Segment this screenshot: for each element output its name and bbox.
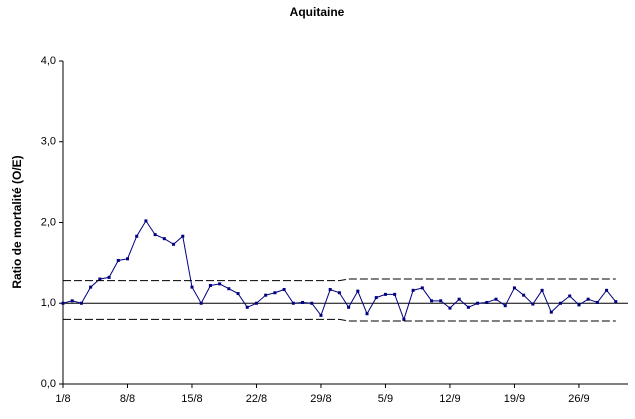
data-point [411, 288, 415, 292]
data-point [89, 285, 93, 289]
x-tick-label: 1/8 [55, 393, 70, 405]
data-point [347, 305, 351, 309]
data-point [476, 301, 480, 305]
x-tick-label: 26/9 [568, 393, 589, 405]
data-point [98, 277, 102, 281]
y-tick-label: 0,0 [41, 378, 56, 390]
data-point [568, 294, 572, 298]
data-point [595, 300, 599, 304]
y-tick-label: 2,0 [41, 216, 56, 228]
limit-line [63, 278, 616, 282]
data-point [485, 300, 489, 304]
data-point [439, 299, 443, 303]
data-point [190, 285, 194, 289]
y-tick-label: 3,0 [41, 136, 56, 148]
data-point [356, 289, 360, 293]
data-point [512, 286, 516, 290]
data-point [393, 292, 397, 296]
data-point [430, 299, 434, 303]
data-point [457, 297, 461, 301]
data-point [264, 293, 268, 297]
data-point [383, 292, 387, 296]
x-tick-label: 5/9 [378, 393, 393, 405]
data-point [254, 301, 258, 305]
data-point [337, 291, 341, 295]
data-point [540, 288, 544, 292]
data-point [107, 275, 111, 279]
data-point [291, 301, 295, 305]
x-tick-label: 29/8 [310, 393, 331, 405]
data-point [420, 286, 424, 290]
data-point [172, 242, 176, 246]
x-tick-label: 19/9 [504, 393, 525, 405]
y-tick-label: 4,0 [41, 55, 56, 67]
data-point [559, 301, 563, 305]
data-point [125, 257, 129, 261]
data-point [162, 237, 166, 241]
x-tick-label: 8/8 [120, 393, 135, 405]
data-point [227, 287, 231, 291]
data-point [328, 288, 332, 292]
data-point [522, 293, 526, 297]
data-point [218, 282, 222, 286]
data-point [199, 301, 203, 305]
limit-line [63, 318, 616, 322]
data-point [577, 303, 581, 307]
chart-title: Aquitaine [290, 5, 345, 19]
data-point [319, 313, 323, 317]
data-point [153, 233, 157, 237]
data-point [236, 292, 240, 296]
data-point [181, 234, 185, 238]
data-point [531, 302, 535, 306]
x-tick-label: 12/9 [439, 393, 460, 405]
data-point [273, 291, 277, 295]
y-tick-label: 1,0 [41, 297, 56, 309]
data-point [208, 283, 212, 287]
data-point [365, 312, 369, 316]
data-point [116, 258, 120, 262]
data-point [310, 301, 314, 305]
data-point [503, 304, 507, 308]
data-point [301, 300, 305, 304]
data-point [614, 300, 618, 304]
x-tick-label: 15/8 [181, 393, 202, 405]
data-point [79, 301, 83, 305]
data-point [144, 219, 148, 223]
data-point [402, 317, 406, 321]
data-point [61, 301, 65, 305]
data-point [494, 297, 498, 301]
data-point [586, 297, 590, 301]
data-point [245, 305, 249, 309]
data-point [605, 288, 609, 292]
data-point [135, 234, 139, 238]
data-point [282, 288, 286, 292]
data-point [374, 296, 378, 300]
data-point [466, 305, 470, 309]
data-point [549, 310, 553, 314]
data-point [70, 299, 74, 303]
y-axis-label: Ratio de mortalité (O/E) [10, 155, 24, 288]
data-point [448, 306, 452, 310]
x-tick-label: 22/8 [246, 393, 267, 405]
